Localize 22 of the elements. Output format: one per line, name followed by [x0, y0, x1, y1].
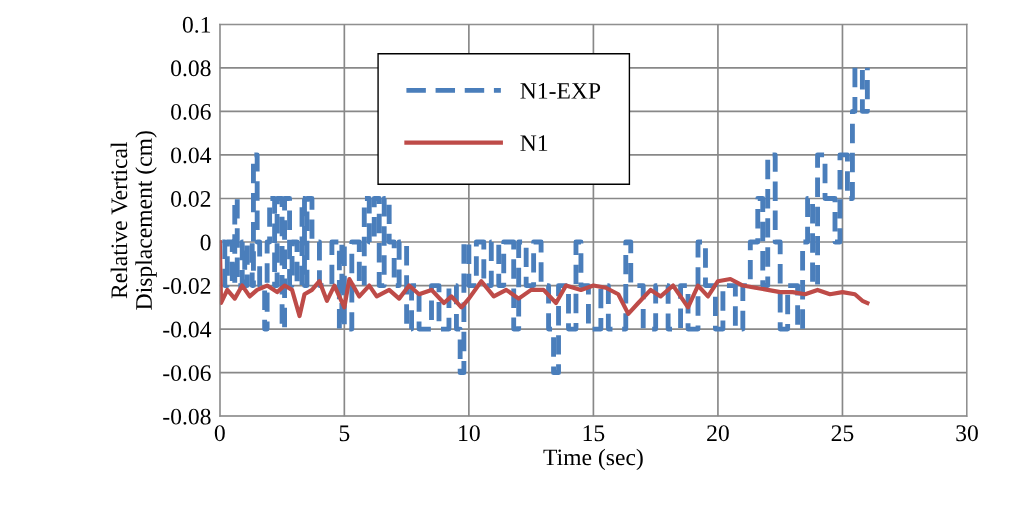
x-tick-label: 25 — [831, 425, 854, 442]
x-axis-title: Time (sec) — [543, 448, 643, 471]
x-tick-label: 5 — [339, 425, 350, 442]
y-tick-label: 0.04 — [171, 147, 212, 164]
y-tick-label: 0 — [200, 234, 211, 251]
x-tick-label: 15 — [583, 425, 605, 442]
x-tick-label: 10 — [459, 425, 480, 442]
y-tick-label: -0.08 — [163, 408, 211, 425]
y-tick-label: -0.06 — [163, 365, 211, 382]
y-tick-label: 0.02 — [171, 190, 211, 207]
y-tick-label: -0.02 — [163, 278, 211, 295]
y-tick-label: 0.08 — [171, 60, 211, 77]
y-tick-label: 0.1 — [182, 16, 211, 33]
y-tick-label: 0.06 — [171, 103, 211, 120]
x-tick-label: 30 — [956, 425, 978, 442]
y-tick-label: -0.04 — [163, 321, 212, 338]
y-axis-title: Relative Vertical Displacement (cm) — [110, 131, 157, 310]
line-series — [219, 239, 870, 319]
x-tick-label: 20 — [707, 425, 729, 442]
legend-label: N1 — [520, 135, 548, 151]
legend-label: N1-EXP — [520, 83, 601, 99]
x-tick-label: 0 — [214, 425, 225, 442]
